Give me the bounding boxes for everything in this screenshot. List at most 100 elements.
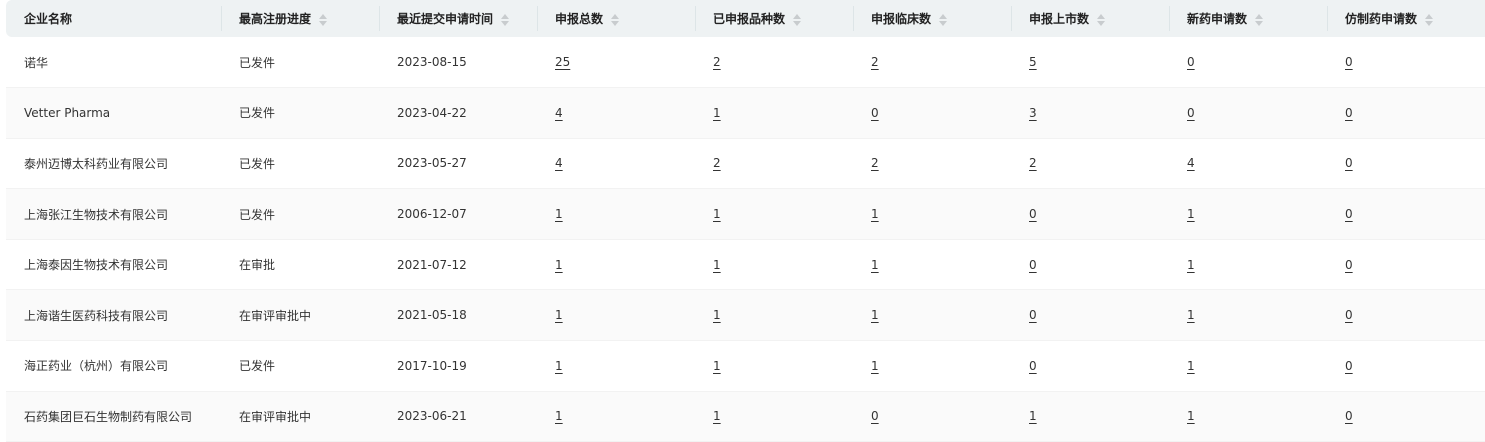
column-header[interactable]: 新药申请数 xyxy=(1169,0,1327,37)
sort-icon[interactable] xyxy=(1425,13,1434,27)
company-table: 企业名称 最高注册进度 最近提交申请时间 申报总数 已申报品种数 申报临床数 申报上市数 新药… xyxy=(6,0,1485,442)
table-cell: 25 xyxy=(537,37,695,88)
column-header[interactable]: 已申报品种数 xyxy=(695,0,853,37)
table-cell: 2021-07-12 xyxy=(379,239,537,290)
cell-text: 泰州迈博太科药业有限公司 xyxy=(24,156,169,171)
column-header-label: 企业名称 xyxy=(24,12,73,26)
count-link[interactable]: 1 xyxy=(1187,358,1195,373)
count-link[interactable]: 1 xyxy=(555,409,563,424)
count-link[interactable]: 0 xyxy=(871,105,879,120)
column-header[interactable]: 仿制药申请数 xyxy=(1327,0,1485,37)
table-cell: 0 xyxy=(1327,341,1485,392)
table-cell: 1 xyxy=(853,189,1011,240)
column-header[interactable]: 最高注册进度 xyxy=(221,0,379,37)
table-cell: 已发件 xyxy=(221,88,379,139)
count-link[interactable]: 1 xyxy=(1187,207,1195,222)
count-link[interactable]: 1 xyxy=(555,257,563,272)
count-link[interactable]: 0 xyxy=(1345,257,1353,272)
count-link[interactable]: 1 xyxy=(871,308,879,323)
table-cell: 1 xyxy=(1169,239,1327,290)
count-link[interactable]: 1 xyxy=(1187,409,1195,424)
table-cell: 1 xyxy=(695,391,853,442)
count-link[interactable]: 1 xyxy=(1187,308,1195,323)
count-link[interactable]: 1 xyxy=(555,207,563,222)
table-cell: 1 xyxy=(1169,341,1327,392)
cell-text: 已发件 xyxy=(239,156,276,171)
count-link[interactable]: 4 xyxy=(555,156,563,171)
table-cell: 2023-04-22 xyxy=(379,88,537,139)
count-link[interactable]: 1 xyxy=(713,308,721,323)
column-header[interactable]: 申报上市数 xyxy=(1011,0,1169,37)
cell-text: 在审评审批中 xyxy=(239,308,312,323)
count-link[interactable]: 1 xyxy=(713,358,721,373)
table-cell: 海正药业（杭州）有限公司 xyxy=(6,341,221,392)
table-cell: 4 xyxy=(537,88,695,139)
count-link[interactable]: 0 xyxy=(1029,358,1037,373)
table-cell: 石药集团巨石生物制药有限公司 xyxy=(6,391,221,442)
sort-icon[interactable] xyxy=(939,13,948,27)
count-link[interactable]: 2 xyxy=(871,55,879,70)
count-link[interactable]: 0 xyxy=(1345,409,1353,424)
count-link[interactable]: 2 xyxy=(713,156,721,171)
count-link[interactable]: 25 xyxy=(555,55,571,70)
count-link[interactable]: 1 xyxy=(871,207,879,222)
table-cell: 2017-10-19 xyxy=(379,341,537,392)
table-cell: Vetter Pharma xyxy=(6,88,221,139)
count-link[interactable]: 0 xyxy=(1187,105,1195,120)
table-cell: 1 xyxy=(1169,290,1327,341)
table-header: 企业名称 最高注册进度 最近提交申请时间 申报总数 已申报品种数 申报临床数 申报上市数 新药… xyxy=(6,0,1485,37)
count-link[interactable]: 4 xyxy=(555,105,563,120)
count-link[interactable]: 1 xyxy=(555,308,563,323)
sort-icon[interactable] xyxy=(1255,13,1264,27)
column-header-label: 仿制药申请数 xyxy=(1345,12,1418,26)
count-link[interactable]: 0 xyxy=(1345,55,1353,70)
count-link[interactable]: 1 xyxy=(713,207,721,222)
count-link[interactable]: 1 xyxy=(713,409,721,424)
count-link[interactable]: 1 xyxy=(871,257,879,272)
count-link[interactable]: 2 xyxy=(871,156,879,171)
count-link[interactable]: 0 xyxy=(1345,105,1353,120)
count-link[interactable]: 0 xyxy=(1345,358,1353,373)
table-cell: 1 xyxy=(1169,189,1327,240)
table-cell: 0 xyxy=(1011,290,1169,341)
count-link[interactable]: 0 xyxy=(1029,207,1037,222)
sort-icon[interactable] xyxy=(501,13,510,27)
table-cell: 已发件 xyxy=(221,138,379,189)
table-cell: 1 xyxy=(853,341,1011,392)
cell-text: 2006-12-07 xyxy=(397,207,467,222)
count-link[interactable]: 2 xyxy=(713,55,721,70)
sort-icon[interactable] xyxy=(1097,13,1106,27)
table-cell: 1 xyxy=(537,341,695,392)
count-link[interactable]: 1 xyxy=(713,105,721,120)
table-row: 泰州迈博太科药业有限公司 已发件 2023-05-27 4 2 2 2 4 0 xyxy=(6,138,1485,189)
count-link[interactable]: 1 xyxy=(871,358,879,373)
count-link[interactable]: 2 xyxy=(1029,156,1037,171)
count-link[interactable]: 0 xyxy=(1345,156,1353,171)
count-link[interactable]: 5 xyxy=(1029,55,1037,70)
count-link[interactable]: 0 xyxy=(1029,257,1037,272)
count-link[interactable]: 1 xyxy=(1187,257,1195,272)
table-cell: 已发件 xyxy=(221,341,379,392)
column-header[interactable]: 最近提交申请时间 xyxy=(379,0,537,37)
table-cell: 在审评审批中 xyxy=(221,290,379,341)
sort-icon[interactable] xyxy=(611,13,620,27)
count-link[interactable]: 4 xyxy=(1187,156,1195,171)
count-link[interactable]: 0 xyxy=(1187,55,1195,70)
count-link[interactable]: 0 xyxy=(1029,308,1037,323)
column-header[interactable]: 申报临床数 xyxy=(853,0,1011,37)
count-link[interactable]: 1 xyxy=(713,257,721,272)
table-row: 上海泰因生物技术有限公司 在审批 2021-07-12 1 1 1 0 1 0 xyxy=(6,239,1485,290)
count-link[interactable]: 0 xyxy=(871,409,879,424)
count-link[interactable]: 3 xyxy=(1029,105,1037,120)
column-header-label: 申报临床数 xyxy=(871,12,932,26)
count-link[interactable]: 0 xyxy=(1345,207,1353,222)
cell-text: 在审评审批中 xyxy=(239,409,312,424)
column-header[interactable]: 申报总数 xyxy=(537,0,695,37)
count-link[interactable]: 0 xyxy=(1345,308,1353,323)
count-link[interactable]: 1 xyxy=(555,358,563,373)
table-cell: 0 xyxy=(1169,37,1327,88)
table-cell: 0 xyxy=(1327,88,1485,139)
count-link[interactable]: 1 xyxy=(1029,409,1037,424)
sort-icon[interactable] xyxy=(319,13,328,27)
sort-icon[interactable] xyxy=(793,13,802,27)
